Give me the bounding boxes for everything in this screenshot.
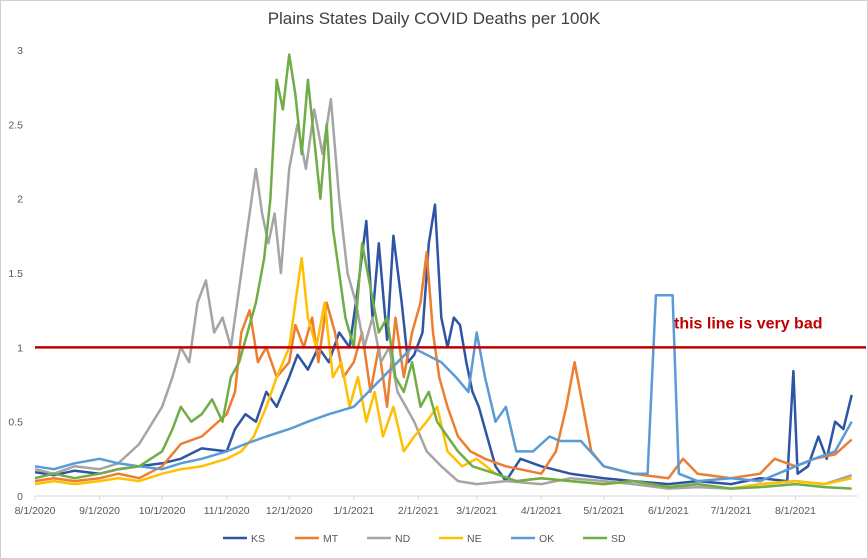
y-tick-label: 1 (17, 342, 23, 354)
x-tick-label: 12/1/2020 (266, 505, 313, 517)
y-tick-label: 3 (17, 45, 23, 57)
x-tick-label: 7/1/2021 (710, 505, 751, 517)
series-line-sd (34, 53, 852, 490)
x-tick-label: 8/1/2020 (15, 505, 56, 517)
legend-label-mt: MT (323, 533, 339, 545)
x-tick-label: 11/1/2020 (204, 505, 250, 517)
legend-label-nd: ND (395, 533, 411, 545)
x-tick-label: 10/1/2020 (139, 505, 186, 517)
legend-label-ks: KS (251, 533, 265, 545)
x-tick-label: 2/1/2021 (398, 505, 439, 517)
x-tick-label: 9/1/2020 (79, 505, 120, 517)
series-line-ok (34, 294, 853, 483)
x-tick-label: 3/1/2021 (456, 505, 497, 517)
x-tick-label: 4/1/2021 (521, 505, 562, 517)
legend-label-ok: OK (539, 533, 554, 545)
reference-line-annotation: this line is very bad (674, 315, 823, 332)
x-tick-label: 8/1/2021 (775, 505, 816, 517)
x-tick-label: 1/1/2021 (333, 505, 374, 517)
y-tick-label: 0 (17, 491, 23, 503)
y-tick-label: 0.5 (8, 417, 23, 429)
y-tick-label: 2.5 (8, 119, 23, 131)
y-tick-label: 2 (17, 194, 23, 206)
x-tick-label: 6/1/2021 (648, 505, 689, 517)
series-line-mt (34, 250, 853, 483)
series-line-ks (34, 203, 853, 486)
y-tick-label: 1.5 (8, 268, 23, 280)
legend-label-ne: NE (467, 533, 482, 545)
legend-label-sd: SD (611, 533, 626, 545)
chart-title: Plains States Daily COVID Deaths per 100… (267, 9, 601, 28)
x-tick-label: 5/1/2021 (583, 505, 624, 517)
